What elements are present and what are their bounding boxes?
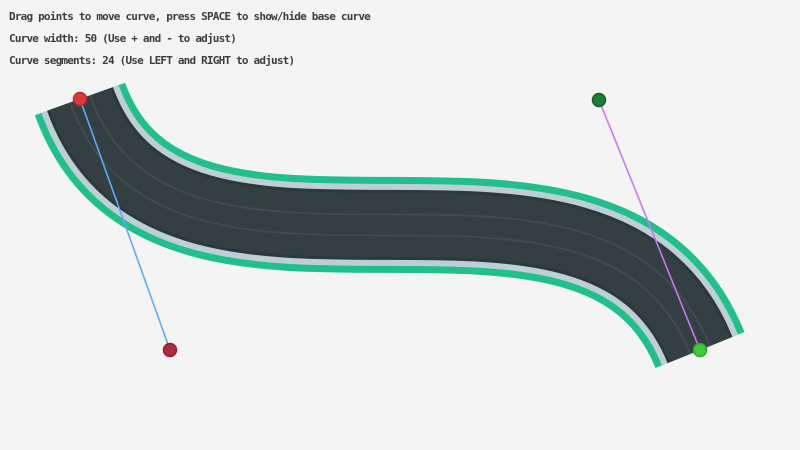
hud-instructions-text: Drag points to move curve, press SPACE t… — [9, 10, 371, 23]
control-handle-lines — [79, 98, 701, 351]
road-layer-asphalt-center — [71, 95, 709, 354]
start-anchor-point[interactable] — [72, 91, 88, 107]
hud-curve-segments-text: Curve segments: 24 (Use LEFT and RIGHT t… — [9, 54, 295, 67]
control-points — [72, 91, 708, 358]
road — [34, 80, 745, 370]
end-control-point[interactable] — [591, 92, 607, 108]
start-handle-line — [79, 98, 171, 351]
hud-overlay: Drag points to move curve, press SPACE t… — [9, 6, 371, 72]
end-anchor-point[interactable] — [692, 342, 708, 358]
end-handle-line — [598, 99, 701, 351]
start-control-point[interactable] — [162, 342, 178, 358]
hud-curve-width-text: Curve width: 50 (Use + and - to adjust) — [9, 32, 237, 45]
